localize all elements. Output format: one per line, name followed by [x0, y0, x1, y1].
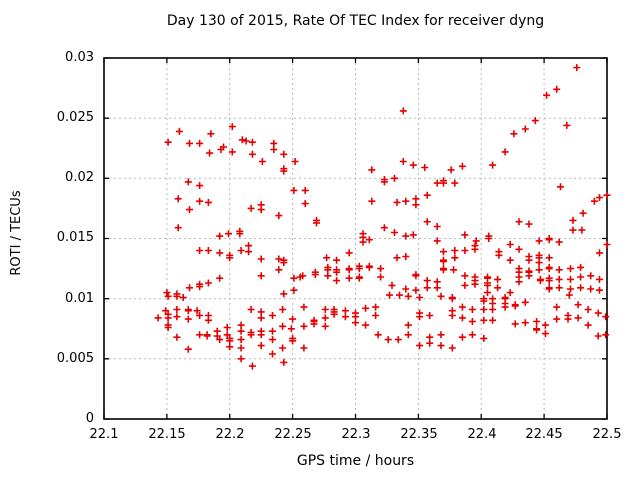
- scatter-points: [154, 64, 611, 370]
- y-tick-label: 0.025: [56, 110, 94, 125]
- x-tick-label: 22.25: [274, 427, 312, 442]
- x-tick-label: 22.4: [467, 427, 497, 442]
- x-tick-label: 22.2: [215, 427, 245, 442]
- x-tick-label: 22.15: [148, 427, 186, 442]
- x-tick-label: 22.3: [341, 427, 371, 442]
- x-tick-label: 22.35: [400, 427, 438, 442]
- gridlines: [104, 58, 607, 419]
- x-axis-label: GPS time / hours: [296, 453, 415, 469]
- chart-title: Day 130 of 2015, Rate Of TEC Index for r…: [166, 13, 545, 29]
- y-tick-label: 0.02: [65, 170, 94, 185]
- plot-border: [103, 57, 608, 420]
- y-tick-label: 0.015: [56, 230, 94, 245]
- y-tick-label: 0.01: [65, 291, 94, 306]
- x-tick-label: 22.5: [592, 427, 622, 442]
- y-tick-label: 0.03: [65, 50, 94, 65]
- y-tick-label: 0.005: [56, 351, 94, 366]
- y-tick-label: 0: [85, 411, 94, 426]
- x-tick-label: 22.1: [89, 427, 119, 442]
- x-tick-label: 22.45: [525, 427, 563, 442]
